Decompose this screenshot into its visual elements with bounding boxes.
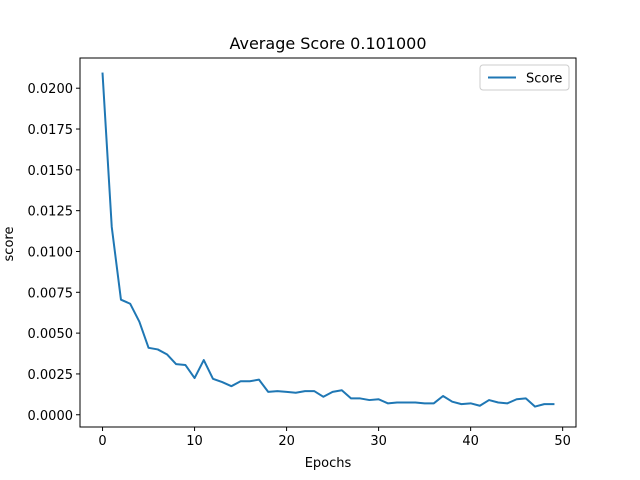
- legend-box: [479, 64, 570, 91]
- y-tick-label: 0.0025: [28, 368, 74, 383]
- x-tick-label: 50: [554, 434, 571, 449]
- y-tick-label: 0.0125: [28, 205, 74, 220]
- x-axis-label: Epochs: [305, 456, 352, 471]
- x-tick-label: 30: [370, 434, 387, 449]
- legend-label: Score: [526, 72, 562, 87]
- y-tick-label: 0.0100: [28, 245, 74, 260]
- x-tick-label: 10: [186, 434, 203, 449]
- y-tick-label: 0.0000: [28, 409, 74, 424]
- y-tick-label: 0.0050: [28, 327, 74, 342]
- plot-area: 0 10 20 30 40 50 0.0000 0.0025 0.0050 0.0075 0.010…: [28, 57, 577, 449]
- series-line-0: [101, 72, 555, 408]
- y-axis-label: score: [2, 227, 17, 262]
- x-tick-label: 40: [462, 434, 479, 449]
- y-tick-label: 0.0175: [28, 123, 74, 138]
- x-tick-label: 0: [98, 434, 106, 449]
- y-tick-label: 0.0075: [28, 286, 74, 301]
- y-tick-label: 0.0200: [28, 82, 74, 97]
- axes-frame: [79, 57, 577, 428]
- x-tick-label: 20: [278, 434, 295, 449]
- chart-title: Average Score 0.101000: [229, 34, 426, 53]
- y-tick-label: 0.0150: [28, 164, 74, 179]
